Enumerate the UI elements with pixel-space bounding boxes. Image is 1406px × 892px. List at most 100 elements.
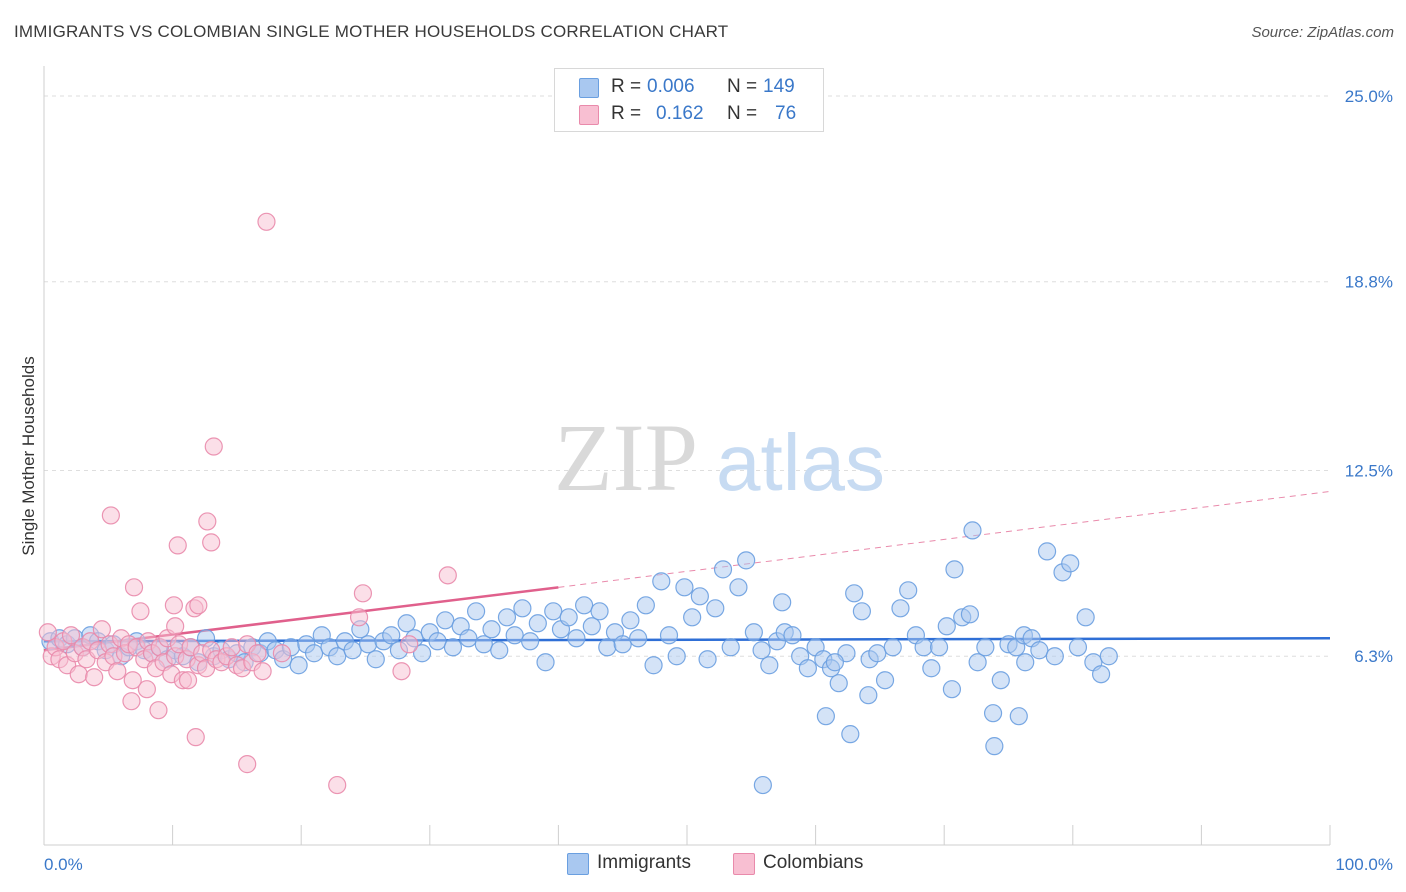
point-colombians bbox=[238, 755, 257, 774]
point-colombians bbox=[122, 692, 141, 711]
point-colombians bbox=[253, 662, 272, 681]
legend-r-value: 0.162 bbox=[656, 103, 704, 124]
point-immigrants bbox=[976, 638, 995, 657]
point-immigrants bbox=[366, 650, 385, 669]
point-immigrants bbox=[513, 599, 532, 618]
chart-title: IMMIGRANTS VS COLOMBIAN SINGLE MOTHER HO… bbox=[14, 22, 729, 41]
point-immigrants bbox=[922, 659, 941, 678]
point-immigrants bbox=[1076, 608, 1095, 627]
point-immigrants bbox=[528, 614, 547, 633]
tick-labels: 6.3% 12.5% 18.8% 25.0% 0.0% 100.0% bbox=[44, 87, 1393, 874]
grid-lines bbox=[44, 95, 1330, 657]
point-immigrants bbox=[753, 775, 772, 795]
point-immigrants bbox=[945, 560, 964, 579]
point-immigrants bbox=[1037, 542, 1057, 561]
point-immigrants bbox=[428, 632, 447, 651]
point-immigrants bbox=[963, 521, 982, 540]
point-colombians bbox=[222, 638, 241, 657]
point-immigrants bbox=[942, 680, 962, 699]
point-colombians bbox=[349, 608, 369, 627]
point-colombians bbox=[438, 566, 457, 585]
point-colombians bbox=[166, 617, 185, 636]
x-tick-label: 0.0% bbox=[44, 855, 83, 874]
point-immigrants bbox=[505, 626, 524, 645]
point-immigrants bbox=[729, 578, 748, 597]
point-immigrants bbox=[544, 602, 563, 621]
legend-n-label: N = bbox=[727, 76, 758, 97]
point-immigrants bbox=[358, 635, 378, 654]
point-immigrants bbox=[859, 686, 878, 705]
point-immigrants bbox=[289, 656, 308, 675]
point-immigrants bbox=[536, 653, 555, 672]
point-immigrants bbox=[436, 611, 455, 630]
point-colombians bbox=[198, 512, 217, 531]
point-immigrants bbox=[636, 596, 655, 615]
point-immigrants bbox=[968, 653, 987, 672]
trend-lines bbox=[43, 490, 1331, 652]
point-immigrants bbox=[474, 635, 493, 654]
legend-r-label: R = bbox=[611, 103, 642, 124]
point-colombians bbox=[257, 212, 276, 231]
point-immigrants bbox=[683, 608, 702, 627]
y-axis-label: Single Mother Households bbox=[19, 356, 38, 555]
point-immigrants bbox=[983, 704, 1003, 723]
point-immigrants bbox=[816, 707, 835, 726]
point-colombians bbox=[124, 578, 144, 597]
point-immigrants bbox=[798, 659, 817, 678]
point-colombians bbox=[108, 662, 127, 681]
legend-r-label: R = bbox=[611, 76, 642, 97]
point-immigrants bbox=[644, 656, 663, 675]
series-label-immigrants: Immigrants bbox=[597, 852, 691, 873]
point-colombians bbox=[131, 602, 150, 621]
point-colombians bbox=[149, 701, 168, 720]
y-tick-label: 25.0% bbox=[1345, 87, 1393, 106]
legend-n-label: N = bbox=[727, 103, 758, 124]
point-immigrants bbox=[652, 572, 671, 591]
point-immigrants bbox=[675, 578, 694, 597]
legend-r-value: 0.006 bbox=[647, 76, 695, 97]
point-immigrants bbox=[659, 626, 679, 645]
point-immigrants bbox=[482, 620, 501, 639]
legend-swatch-immigrants bbox=[579, 78, 599, 98]
point-immigrants bbox=[891, 599, 910, 618]
point-immigrants bbox=[397, 614, 416, 633]
point-colombians bbox=[400, 635, 419, 654]
point-colombians bbox=[38, 623, 57, 642]
point-immigrants bbox=[629, 629, 648, 648]
point-colombians bbox=[123, 671, 142, 690]
point-immigrants bbox=[1009, 707, 1028, 726]
point-immigrants bbox=[760, 656, 779, 675]
point-immigrants bbox=[713, 560, 733, 579]
point-colombians bbox=[186, 728, 205, 747]
point-immigrants bbox=[304, 644, 324, 663]
point-immigrants bbox=[1091, 665, 1111, 684]
point-immigrants bbox=[883, 638, 902, 657]
point-immigrants bbox=[582, 617, 601, 636]
point-immigrants bbox=[744, 623, 763, 642]
y-tick-label: 18.8% bbox=[1345, 273, 1393, 292]
point-immigrants bbox=[497, 608, 517, 627]
point-immigrants bbox=[590, 602, 609, 621]
point-immigrants bbox=[598, 638, 617, 657]
point-immigrants bbox=[1068, 638, 1088, 657]
point-immigrants bbox=[773, 593, 792, 612]
point-immigrants bbox=[559, 608, 578, 627]
data-points bbox=[38, 212, 1118, 795]
point-colombians bbox=[69, 665, 88, 684]
point-immigrants bbox=[490, 641, 509, 660]
y-tick-label: 6.3% bbox=[1354, 647, 1393, 666]
point-immigrants bbox=[621, 611, 640, 630]
point-immigrants bbox=[1099, 647, 1118, 666]
point-immigrants bbox=[575, 596, 594, 615]
point-colombians bbox=[178, 671, 198, 690]
point-immigrants bbox=[1016, 653, 1035, 672]
point-immigrants bbox=[382, 626, 401, 645]
point-immigrants bbox=[737, 551, 756, 570]
point-immigrants bbox=[914, 638, 933, 657]
series-label-colombians: Colombians bbox=[763, 852, 864, 873]
watermark-zip: ZIP bbox=[554, 404, 698, 511]
y-tick-label: 12.5% bbox=[1345, 461, 1393, 480]
point-immigrants bbox=[985, 737, 1004, 756]
point-colombians bbox=[85, 668, 104, 687]
